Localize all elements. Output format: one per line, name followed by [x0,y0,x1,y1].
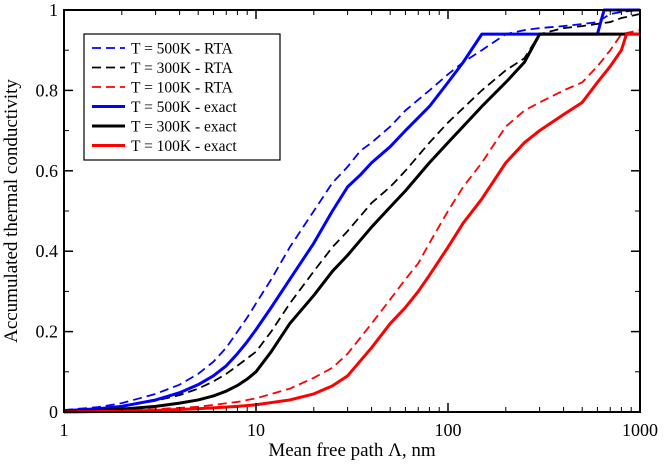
series-line-6 [63,32,640,414]
series-line-2 [63,13,641,412]
series-line-3 [63,29,641,413]
y-axis-title: Accumulated thermal conductivity [1,79,22,343]
ticks-group: 1 10 100 1000 0 0.2 0.4 0.6 0.8 1 [36,0,659,440]
x-tick-label: 1000 [622,420,658,440]
y-tick-label: 0.6 [36,161,59,181]
legend-label: T = 300K - exact [131,119,237,136]
legend-label: T = 100K - exact [131,138,237,155]
x-tick-label: 10 [247,420,265,440]
y-tick-label: 1 [49,0,58,20]
y-tick-label: 0 [49,402,58,422]
plot-area: 1 10 100 1000 0 0.2 0.4 0.6 0.8 1 [36,0,659,440]
series-group [63,8,641,414]
legend-box [83,33,281,161]
y-tick-label: 0.4 [36,241,59,261]
legend-label: T = 500K - RTA [131,41,234,58]
legend-label: T = 300K - RTA [131,60,234,77]
legend-label: T = 500K - exact [131,99,237,116]
x-tick-label: 1 [60,420,69,440]
x-axis-title: Mean free path Λ, nm [268,440,436,461]
legend: T = 500K - RTA T = 300K - RTA T = 100K - R… [83,33,281,161]
series-line-1 [63,9,641,411]
y-tick-label: 0.2 [36,322,59,342]
y-tick-label: 0.8 [36,80,59,100]
legend-label: T = 100K - RTA [131,80,234,97]
series-line-5 [63,32,640,413]
series-line-4 [63,8,640,413]
x-tick-label: 100 [435,420,462,440]
